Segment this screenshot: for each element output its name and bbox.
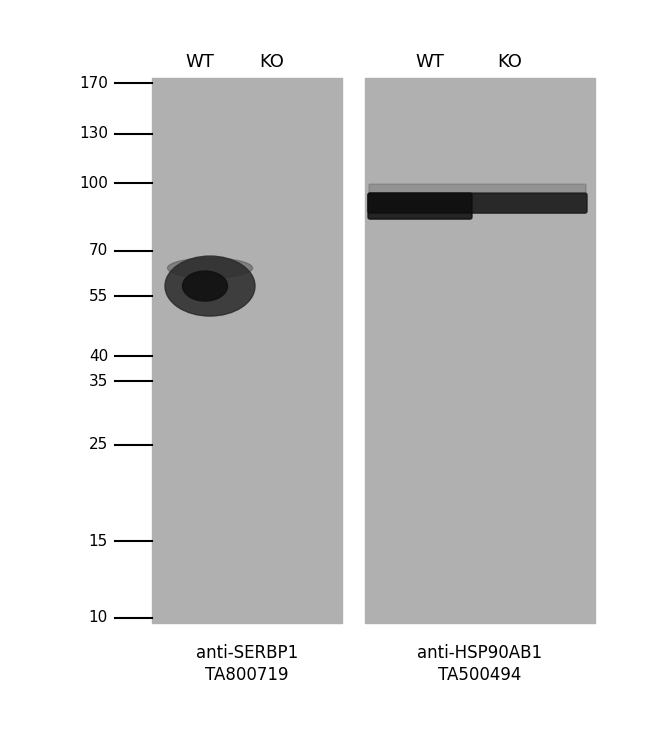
- Text: 100: 100: [79, 175, 108, 191]
- Ellipse shape: [168, 258, 252, 278]
- Ellipse shape: [183, 271, 227, 301]
- Ellipse shape: [165, 256, 255, 316]
- Text: KO: KO: [259, 53, 285, 71]
- Text: 10: 10: [89, 611, 108, 626]
- Text: anti-SERBP1: anti-SERBP1: [196, 644, 298, 662]
- Text: 25: 25: [89, 438, 108, 452]
- Text: WT: WT: [415, 53, 445, 71]
- Text: 130: 130: [79, 126, 108, 141]
- Text: anti-HSP90AB1: anti-HSP90AB1: [417, 644, 543, 662]
- Text: 70: 70: [89, 243, 108, 258]
- Bar: [365, 78, 595, 623]
- Text: WT: WT: [185, 53, 214, 71]
- Text: 15: 15: [89, 534, 108, 549]
- Text: KO: KO: [497, 53, 523, 71]
- FancyBboxPatch shape: [368, 193, 587, 213]
- Text: 35: 35: [88, 374, 108, 389]
- FancyBboxPatch shape: [369, 184, 586, 194]
- Text: TA500494: TA500494: [438, 666, 522, 684]
- Text: TA800719: TA800719: [205, 666, 289, 684]
- Text: 40: 40: [89, 348, 108, 364]
- Text: 170: 170: [79, 76, 108, 91]
- Text: 55: 55: [89, 288, 108, 304]
- Bar: [152, 78, 342, 623]
- FancyBboxPatch shape: [368, 193, 472, 219]
